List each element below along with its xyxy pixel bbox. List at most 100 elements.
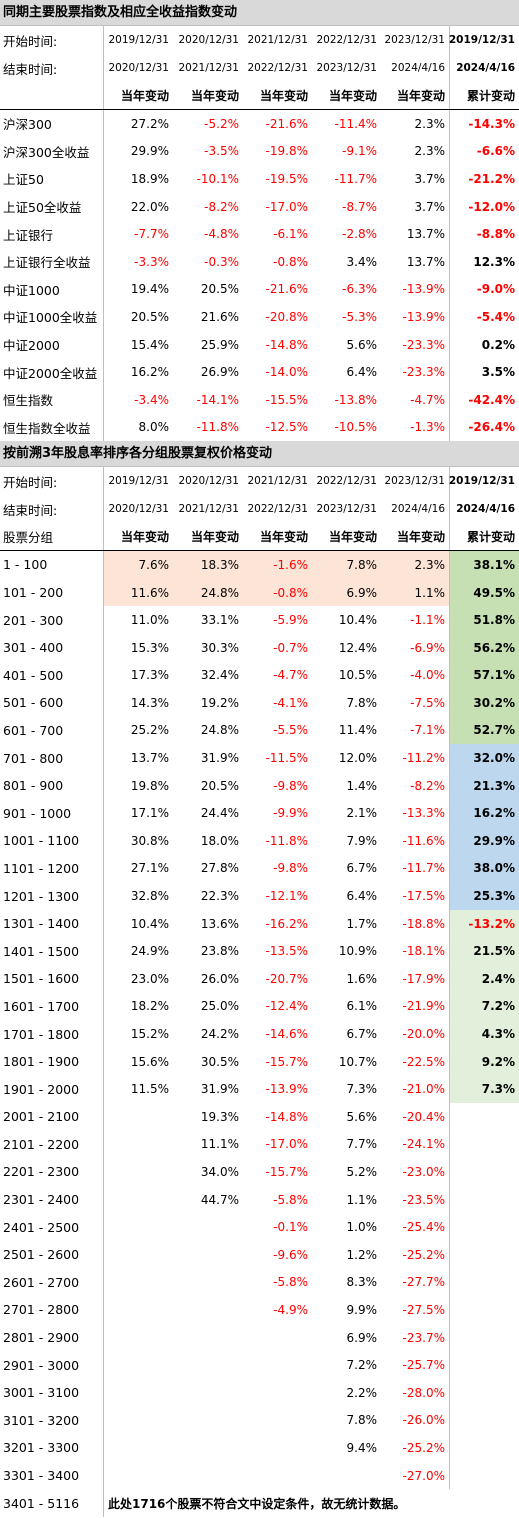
value-cell: 2.3%: [381, 551, 450, 579]
value-cell: 27.2%: [130, 116, 169, 131]
value-cell: -17.5%: [381, 882, 450, 910]
cumulative-cell: [450, 1158, 519, 1186]
cumulative-cell: 4.3%: [450, 1020, 519, 1048]
section2-title: 按前溯3年股息率排序各分组股票复权价格变动: [0, 441, 519, 468]
cumulative-cell: 7.3%: [450, 1075, 519, 1103]
value-cell: [104, 1407, 173, 1435]
cumulative-cell: -12.0%: [468, 199, 515, 214]
value-cell: [173, 1296, 243, 1324]
cumulative-cell: 2.4%: [450, 965, 519, 993]
cumulative-cell: 32.0%: [450, 744, 519, 772]
row-label: 3401 - 5116: [0, 1489, 104, 1517]
table-row: 上证50 18.9% -10.1% -19.5% -11.7% 3.7% -21.2%: [0, 165, 519, 193]
value-cell: 24.8%: [173, 578, 243, 607]
cumulative-cell: 21.3%: [450, 771, 519, 800]
value-cell: -13.3%: [381, 799, 450, 828]
value-cell: -25.7%: [381, 1351, 450, 1379]
cumulative-cell: 52.7%: [450, 716, 519, 745]
value-cell: 7.6%: [104, 551, 173, 579]
cumulative-cell: 3.5%: [481, 365, 515, 380]
value-cell: -7.1%: [381, 716, 450, 745]
column-header: 当年变动: [381, 82, 450, 109]
section1-table: 开始时间: 2019/12/31 2020/12/31 2021/12/31 2…: [0, 26, 519, 442]
section2-table: 开始时间: 2019/12/31 2020/12/31 2021/12/31 2…: [0, 467, 519, 1517]
value-cell: -13.8%: [334, 392, 377, 407]
value-cell: 23.8%: [200, 944, 239, 959]
value-cell: 7.8%: [346, 695, 378, 710]
value-cell: 17.3%: [130, 668, 169, 683]
value-cell: -9.6%: [273, 1247, 308, 1262]
blank-label: [0, 82, 104, 109]
value-cell: [173, 1241, 243, 1269]
value-cell: [104, 1296, 173, 1324]
value-cell: 19.3%: [200, 1109, 239, 1124]
row-label: 901 - 1000: [0, 799, 104, 828]
table-row: 沪深300全收益 29.9% -3.5% -19.8% -9.1% 2.3% -6.6%: [0, 137, 519, 166]
cumulative-cell: [450, 1241, 519, 1269]
cumulative-cell: [450, 1103, 519, 1131]
cumulative-cell: 38.1%: [450, 551, 519, 579]
value-cell: 14.3%: [130, 695, 169, 710]
table-row: 401 - 500 17.3% 32.4% -4.7% 10.5% -4.0% 57.1%: [0, 661, 519, 690]
value-cell: -15.7%: [265, 1054, 308, 1069]
table-row: 601 - 700 25.2% 24.8% -5.5% 11.4% -7.1% 52.7%: [0, 716, 519, 745]
value-cell: 2.3%: [381, 137, 450, 166]
value-cell: -20.0%: [381, 1020, 450, 1048]
table-row: 1601 - 1700 18.2% 25.0% -12.4% 6.1% -21.9% 7.2…: [0, 992, 519, 1021]
value-cell: [173, 1379, 243, 1407]
final-row-note: 此处1716个股票不符合文中设定条件，故无统计数据。: [108, 1496, 406, 1511]
value-cell: -17.0%: [265, 1137, 308, 1152]
value-cell: -4.0%: [381, 661, 450, 690]
value-cell: -17.9%: [381, 965, 450, 993]
value-cell: -5.2%: [204, 116, 239, 131]
section1-start-row: 开始时间: 2019/12/31 2020/12/31 2021/12/31 2…: [0, 26, 519, 54]
value-cell: 12.0%: [338, 751, 377, 766]
value-cell: 25.9%: [200, 337, 239, 352]
value-cell: -9.1%: [342, 144, 377, 159]
value-cell: 18.2%: [130, 999, 169, 1014]
value-cell: [173, 1213, 243, 1241]
value-cell: 10.5%: [338, 668, 377, 683]
value-cell: -18.8%: [381, 909, 450, 938]
value-cell: 12.4%: [338, 640, 377, 655]
value-cell: -11.8%: [265, 833, 308, 848]
value-cell: -1.1%: [381, 606, 450, 634]
cumulative-cell: 12.3%: [473, 254, 515, 269]
value-cell: [173, 1434, 243, 1462]
value-cell: 8.0%: [138, 420, 170, 435]
value-cell: 19.8%: [130, 778, 169, 793]
value-cell: -24.1%: [381, 1130, 450, 1159]
value-cell: -13.5%: [265, 944, 308, 959]
value-cell: -17.0%: [265, 199, 308, 214]
value-cell: -3.3%: [134, 254, 169, 269]
value-cell: [104, 1269, 173, 1297]
cumulative-cell: [450, 1186, 519, 1214]
row-label: 701 - 800: [0, 744, 104, 772]
value-cell: -10.5%: [334, 420, 377, 435]
value-cell: -4.7%: [273, 668, 308, 683]
value-cell: 6.4%: [346, 365, 378, 380]
end-date: 2022/12/31: [247, 503, 308, 516]
table-row: 1001 - 1100 30.8% 18.0% -11.8% 7.9% -11.6% 29.…: [0, 827, 519, 855]
end-date: 2020/12/31: [108, 503, 169, 516]
row-label: 沪深300全收益: [0, 137, 104, 166]
value-cell: -22.5%: [381, 1047, 450, 1076]
value-cell: 13.7%: [381, 220, 450, 248]
column-header: 当年变动: [381, 523, 450, 551]
start-date: 2022/12/31: [316, 34, 377, 46]
value-cell: [173, 1324, 243, 1352]
cumulative-cell: [450, 1269, 519, 1297]
section1-title: 同期主要股票指数及相应全收益指数变动: [0, 0, 519, 26]
value-cell: 27.8%: [200, 861, 239, 876]
value-cell: -25.4%: [381, 1213, 450, 1241]
value-cell: -6.1%: [273, 227, 308, 242]
value-cell: 9.9%: [346, 1302, 378, 1317]
table-row: 沪深300 27.2% -5.2% -21.6% -11.4% 2.3% -14.3%: [0, 110, 519, 138]
row-label: 1801 - 1900: [0, 1047, 104, 1076]
section2-end-row: 结束时间: 2020/12/31 2021/12/31 2022/12/31 2…: [0, 495, 519, 524]
row-label: 中证2000全收益: [0, 358, 104, 386]
table-row: 2301 - 2400 44.7% -5.8% 1.1% -23.5%: [0, 1185, 519, 1214]
value-cell: -5.3%: [342, 309, 377, 324]
value-cell: -11.8%: [196, 420, 239, 435]
value-cell: [104, 1462, 173, 1490]
